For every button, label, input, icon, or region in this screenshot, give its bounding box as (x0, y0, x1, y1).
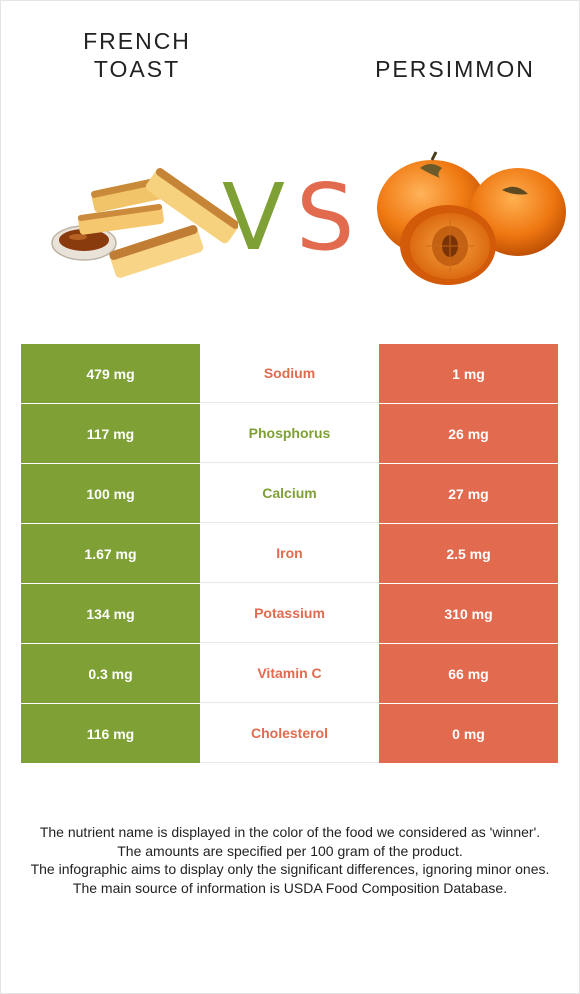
nutrient-name-cell: Calcium (200, 464, 379, 523)
left-food-title-line1: FRENCH (83, 28, 191, 54)
left-value-cell: 0.3 mg (21, 644, 200, 703)
footer-line-amounts: The amounts are specified per 100 gram o… (117, 842, 463, 859)
left-value-cell: 100 mg (21, 464, 200, 523)
nutrient-name-cell: Potassium (200, 584, 379, 643)
footer-notes: The nutrient name is displayed in the co… (30, 823, 550, 897)
right-value-cell: 0 mg (379, 704, 558, 763)
table-row: 117 mg Phosphorus 26 mg (21, 404, 558, 464)
persimmon-image (377, 151, 566, 285)
left-food-title-line2: TOAST (93, 56, 181, 82)
left-value-cell: 479 mg (21, 344, 200, 403)
footer-line-differences: The infographic aims to display only the… (30, 861, 550, 877)
french-toast-image (51, 168, 238, 278)
nutrient-name-cell: Phosphorus (200, 404, 379, 463)
nutrient-name-cell: Cholesterol (200, 704, 379, 763)
right-value-cell: 310 mg (379, 584, 558, 643)
right-value-cell: 2.5 mg (379, 524, 558, 583)
left-value-cell: 134 mg (21, 584, 200, 643)
nutrient-name-cell: Vitamin C (200, 644, 379, 703)
right-food-title: PERSIMMON (375, 56, 535, 82)
left-value-cell: 1.67 mg (21, 524, 200, 583)
nutrient-name-cell: Iron (200, 524, 379, 583)
left-food-title: FRENCH TOAST (52, 27, 222, 83)
table-row: 116 mg Cholesterol 0 mg (21, 704, 558, 764)
nutrient-comparison-table: 479 mg Sodium 1 mg 117 mg Phosphorus 26 mg 100… (21, 344, 558, 764)
footer-line-source: The main source of information is USDA F… (72, 879, 508, 896)
footer-line-winner: The nutrient name is displayed in the co… (39, 824, 541, 840)
right-value-cell: 26 mg (379, 404, 558, 463)
right-value-cell: 27 mg (379, 464, 558, 523)
table-row: 0.3 mg Vitamin C 66 mg (21, 644, 558, 704)
right-value-cell: 1 mg (379, 344, 558, 403)
left-value-cell: 116 mg (21, 704, 200, 763)
table-row: 1.67 mg Iron 2.5 mg (21, 524, 558, 584)
table-row: 479 mg Sodium 1 mg (21, 344, 558, 404)
right-value-cell: 66 mg (379, 644, 558, 703)
left-value-cell: 117 mg (21, 404, 200, 463)
nutrient-name-cell: Sodium (200, 344, 379, 403)
table-row: 134 mg Potassium 310 mg (21, 584, 558, 644)
vs-letter-s: S (296, 164, 355, 271)
vs-letter-v: V (222, 164, 285, 271)
table-row: 100 mg Calcium 27 mg (21, 464, 558, 524)
